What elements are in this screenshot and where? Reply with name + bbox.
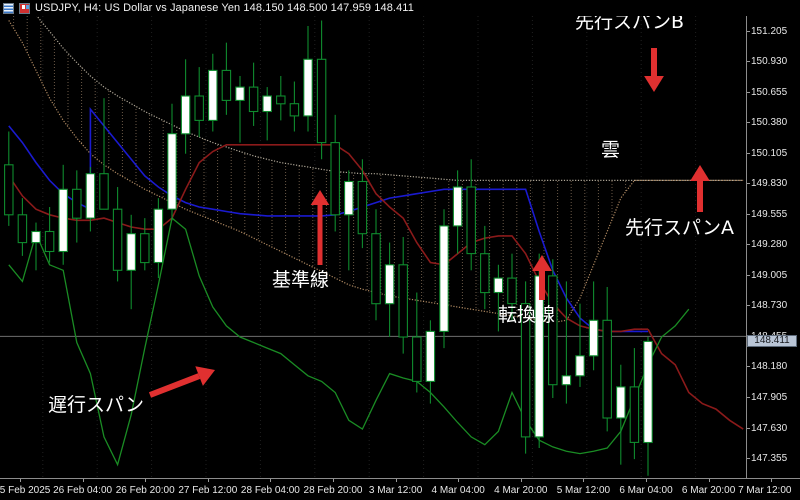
current-price-label: 148.411 (747, 335, 797, 348)
time-tick-label: 7 Mar 12:00 (738, 485, 792, 496)
time-tick-label: 4 Mar 20:00 (494, 485, 548, 496)
time-tick-mark (520, 479, 522, 482)
time-axis-line (0, 478, 800, 479)
price-tick-mark (747, 305, 750, 307)
price-tick-label: 148.180 (751, 361, 788, 373)
time-tick-label: 26 Feb 20:00 (115, 485, 175, 496)
annotation-senkou-a: 先行スパンA (625, 217, 734, 239)
price-tick-label: 149.280 (751, 239, 788, 251)
price-tick-label: 147.905 (751, 392, 788, 403)
time-tick-mark (583, 479, 585, 482)
time-tick-label: 5 Mar 12:00 (556, 485, 611, 496)
time-tick-label: 5 Feb 2025 (0, 485, 51, 496)
price-tick-label: 149.830 (751, 178, 788, 190)
time-tick-mark (458, 479, 460, 482)
time-tick-label: 6 Mar 04:00 (619, 485, 673, 496)
annotation-senkou-b: 先行スパンB (575, 11, 684, 33)
price-tick-label: 147.355 (751, 453, 788, 465)
price-tick-label: 150.380 (751, 117, 788, 129)
price-tick-label: 147.630 (751, 422, 788, 434)
price-tick-mark (747, 61, 750, 62)
annotation-kijun: 基準線 (272, 269, 330, 291)
chart-canvas (0, 16, 746, 478)
time-tick-mark (270, 479, 272, 482)
time-axis[interactable]: 5 Feb 2025 26 Feb 04:00 26 Feb 20:00 27 Feb… (0, 478, 800, 500)
time-tick-mark (395, 479, 397, 482)
price-tick-mark (747, 397, 750, 398)
price-tick-label: 148.730 (751, 300, 788, 312)
time-tick-label: 3 Mar 12:00 (368, 485, 423, 496)
price-tick-label: 150.655 (751, 86, 788, 98)
price-axis-line (746, 16, 747, 478)
price-tick-mark (747, 274, 750, 276)
page-title: USDJPY, H4: US Dollar vs Japanese Yen 14… (35, 1, 414, 14)
price-tick-mark (747, 122, 750, 124)
price-tick-mark (747, 244, 750, 246)
price-tick-mark (747, 427, 750, 429)
new-chart-icon[interactable] (19, 2, 30, 14)
window-title-bar: USDJPY, H4: US Dollar vs Japanese Yen 14… (0, 0, 800, 16)
price-tick-mark (747, 91, 750, 93)
annotation-cloud: 雲 (601, 139, 621, 161)
price-tick-label: 149.555 (751, 208, 788, 220)
price-tick-label: 149.005 (751, 269, 788, 281)
time-tick-mark (82, 479, 84, 482)
price-tick-label: 150.105 (751, 147, 788, 159)
price-tick-mark (747, 183, 750, 185)
time-tick-mark (771, 479, 773, 482)
time-tick-label: 28 Feb 20:00 (303, 485, 363, 496)
price-tick-mark (747, 30, 750, 32)
price-tick-mark (747, 366, 750, 368)
time-tick-mark (646, 479, 647, 482)
chart-plot-area[interactable] (0, 16, 746, 478)
price-tick-mark (747, 213, 750, 215)
time-tick-mark (708, 479, 710, 482)
time-tick-mark (20, 479, 21, 482)
time-tick-label: 28 Feb 04:00 (240, 485, 300, 496)
time-tick-label: 26 Feb 04:00 (53, 485, 113, 496)
price-tick-label: 150.930 (751, 56, 788, 67)
grid-icon[interactable] (3, 2, 14, 14)
time-tick-label: 6 Mar 20:00 (681, 485, 736, 496)
time-tick-label: 4 Mar 04:00 (431, 485, 485, 496)
annotation-chikou: 遅行スパン (48, 394, 144, 416)
time-tick-label: 27 Feb 12:00 (178, 485, 238, 496)
time-tick-mark (145, 479, 147, 482)
price-tick-mark (747, 152, 750, 154)
price-axis[interactable]: 151.205 150.930 150.655 150.380 150.105 149.8… (746, 16, 800, 478)
annotation-tenkan: 転換線 (498, 304, 556, 326)
time-tick-mark (333, 479, 334, 482)
time-tick-mark (207, 479, 209, 482)
price-tick-mark (747, 458, 750, 460)
price-tick-label: 151.205 (751, 25, 788, 37)
